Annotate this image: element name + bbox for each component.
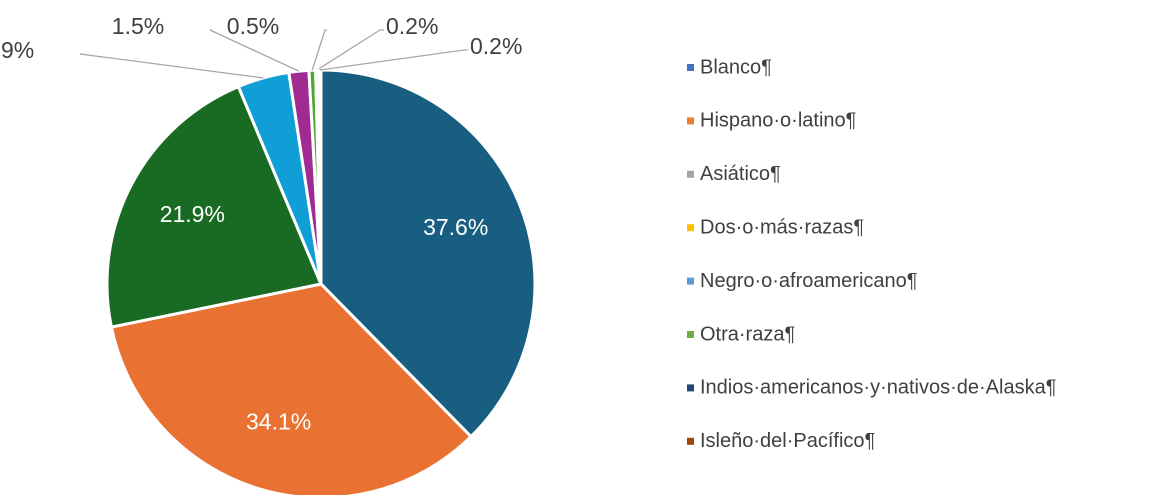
leader-line xyxy=(316,29,384,71)
legend-label: Dos·o·más·razas¶ xyxy=(700,216,864,238)
legend-marker xyxy=(687,331,694,338)
legend-marker xyxy=(687,64,694,71)
leader-line xyxy=(79,53,264,79)
leader-line xyxy=(209,29,300,72)
data-label: 0.5% xyxy=(227,13,279,39)
data-label: 0.2% xyxy=(386,13,438,39)
legend-marker xyxy=(687,437,694,445)
data-label: 1.5% xyxy=(112,13,164,39)
data-label: 34.1% xyxy=(246,408,311,434)
data-label: 21.9% xyxy=(160,201,225,227)
legend-marker xyxy=(687,277,694,285)
legend-label: Otra·raza¶ xyxy=(700,323,795,345)
pie-slice xyxy=(105,84,324,329)
legend-label: Negro·o·afroamericano¶ xyxy=(700,270,918,292)
legend-label: Indios·americanos·y·nativos·de·Alaska¶ xyxy=(700,377,1056,399)
pie-slice xyxy=(319,68,537,439)
data-label: 3.9% xyxy=(0,37,34,63)
leader-line xyxy=(311,29,327,71)
legend-label: Hispano·o·latino¶ xyxy=(700,110,856,132)
legend-marker xyxy=(687,224,694,232)
legend-marker xyxy=(687,384,694,392)
leader-line xyxy=(319,49,468,71)
legend-label: Asiático¶ xyxy=(700,163,781,185)
legend-label: Blanco¶ xyxy=(700,56,772,78)
pie-slice xyxy=(109,282,474,495)
legend-marker xyxy=(687,170,694,178)
data-label: 37.6% xyxy=(423,214,488,240)
legend-label: Isleño·del·Pacífico¶ xyxy=(700,430,875,452)
data-label: 0.2% xyxy=(470,33,522,59)
legend-marker xyxy=(687,117,694,125)
